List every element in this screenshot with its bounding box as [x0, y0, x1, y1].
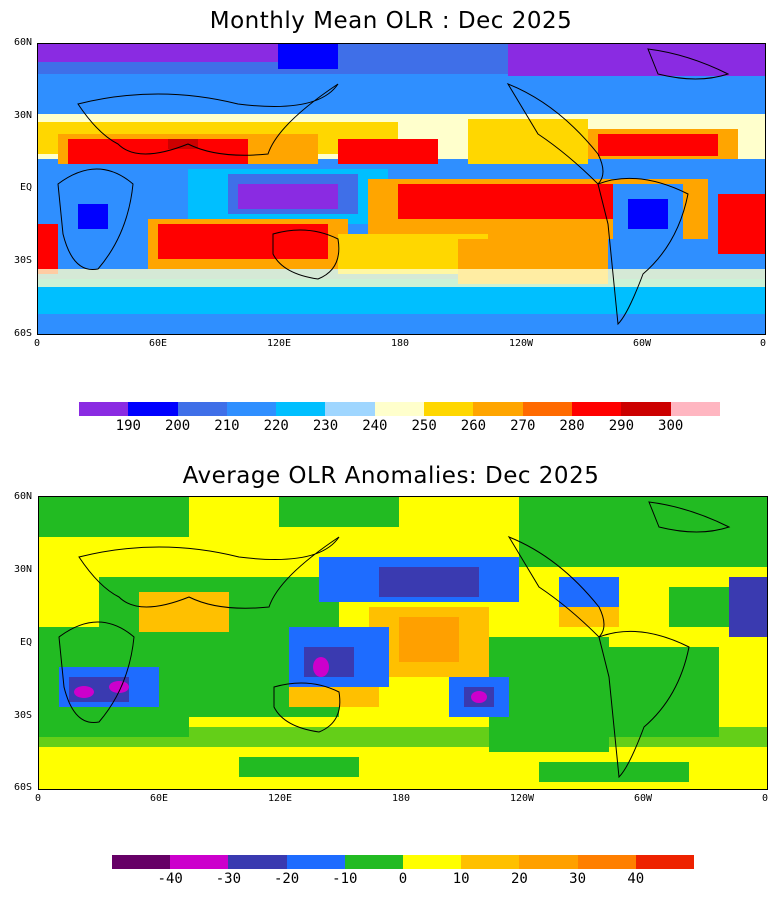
colorbar-label: -30: [215, 871, 242, 887]
lon-label: 120W: [509, 793, 535, 804]
lon-label: 180: [390, 338, 410, 349]
lat-label: 30N: [13, 564, 32, 575]
lat-label: EQ: [19, 637, 32, 648]
colorbar-swatch: [519, 855, 578, 869]
colorbar-label: 220: [263, 418, 289, 434]
lon-label: 60E: [149, 793, 169, 804]
colorbar-swatch: [424, 402, 474, 416]
lon-label: 0: [34, 793, 42, 804]
lon-label: 0: [33, 338, 41, 349]
colorbar-label: -40: [157, 871, 183, 887]
colorbar-swatch: [522, 402, 572, 416]
lon-label: 60W: [632, 338, 652, 349]
colorbar-swatch: [276, 402, 326, 416]
anomaly-olr-map: [38, 496, 768, 790]
lon-label: 0: [759, 338, 767, 349]
colorbar-label: 290: [608, 418, 635, 434]
colorbar-label: 20: [510, 871, 528, 887]
lon-label: 0: [761, 793, 769, 804]
colorbar-swatch: [112, 855, 171, 869]
colorbar-label: 240: [362, 418, 388, 434]
colorbar-swatch: [374, 402, 425, 416]
colorbar-swatch: [325, 402, 375, 416]
colorbar-label: -10: [332, 871, 358, 887]
colorbar-label: 40: [627, 871, 645, 887]
anomaly-olr-colorbar: [112, 855, 694, 869]
mean-olr-colorbar: [79, 402, 720, 416]
lat-label: 60N: [13, 37, 32, 48]
colorbar-label: 300: [658, 418, 684, 434]
colorbar-label: 190: [115, 418, 141, 434]
colorbar-swatch: [226, 402, 277, 416]
colorbar-label: 210: [214, 418, 240, 434]
mean-olr-map: [37, 43, 766, 335]
colorbar-label: 0: [398, 871, 408, 887]
lat-label: 60N: [13, 491, 32, 502]
colorbar-swatch: [571, 402, 622, 416]
colorbar-label: 280: [559, 418, 585, 434]
lat-label: 30N: [13, 110, 32, 121]
colorbar-label: 260: [460, 418, 487, 434]
colorbar-swatch: [228, 855, 287, 869]
colorbar-swatch: [79, 402, 129, 416]
colorbar-swatch: [170, 855, 229, 869]
colorbar-swatch: [344, 855, 403, 869]
colorbar-swatch: [621, 402, 671, 416]
anomaly-olr-title: Average OLR Anomalies: Dec 2025: [182, 463, 600, 489]
colorbar-swatch: [128, 402, 178, 416]
colorbar-label: -20: [273, 871, 300, 887]
colorbar-swatch: [461, 855, 520, 869]
lon-label: 120E: [267, 793, 293, 804]
lat-label: 30S: [13, 255, 32, 266]
lon-label: 60E: [148, 338, 168, 349]
colorbar-label: 10: [452, 871, 470, 887]
colorbar-swatch: [577, 855, 636, 869]
colorbar-label: 200: [164, 418, 191, 434]
lat-label: 60S: [13, 328, 32, 339]
colorbar-swatch: [473, 402, 523, 416]
lat-label: 60S: [13, 782, 32, 793]
colorbar-swatch: [635, 855, 694, 869]
lon-label: 120E: [266, 338, 292, 349]
colorbar-label: 30: [569, 871, 587, 887]
colorbar-label: 250: [411, 418, 437, 434]
colorbar-label: 270: [510, 418, 536, 434]
colorbar-swatch: [286, 855, 345, 869]
lon-label: 60W: [633, 793, 653, 804]
colorbar-swatch: [177, 402, 227, 416]
lon-label: 180: [391, 793, 411, 804]
colorbar-swatch: [402, 855, 462, 869]
lat-label: 30S: [13, 710, 32, 721]
lon-label: 120W: [508, 338, 534, 349]
lat-label: EQ: [19, 182, 32, 193]
colorbar-label: 230: [312, 418, 339, 434]
mean-olr-title: Monthly Mean OLR : Dec 2025: [209, 8, 573, 34]
colorbar-swatch: [670, 402, 720, 416]
